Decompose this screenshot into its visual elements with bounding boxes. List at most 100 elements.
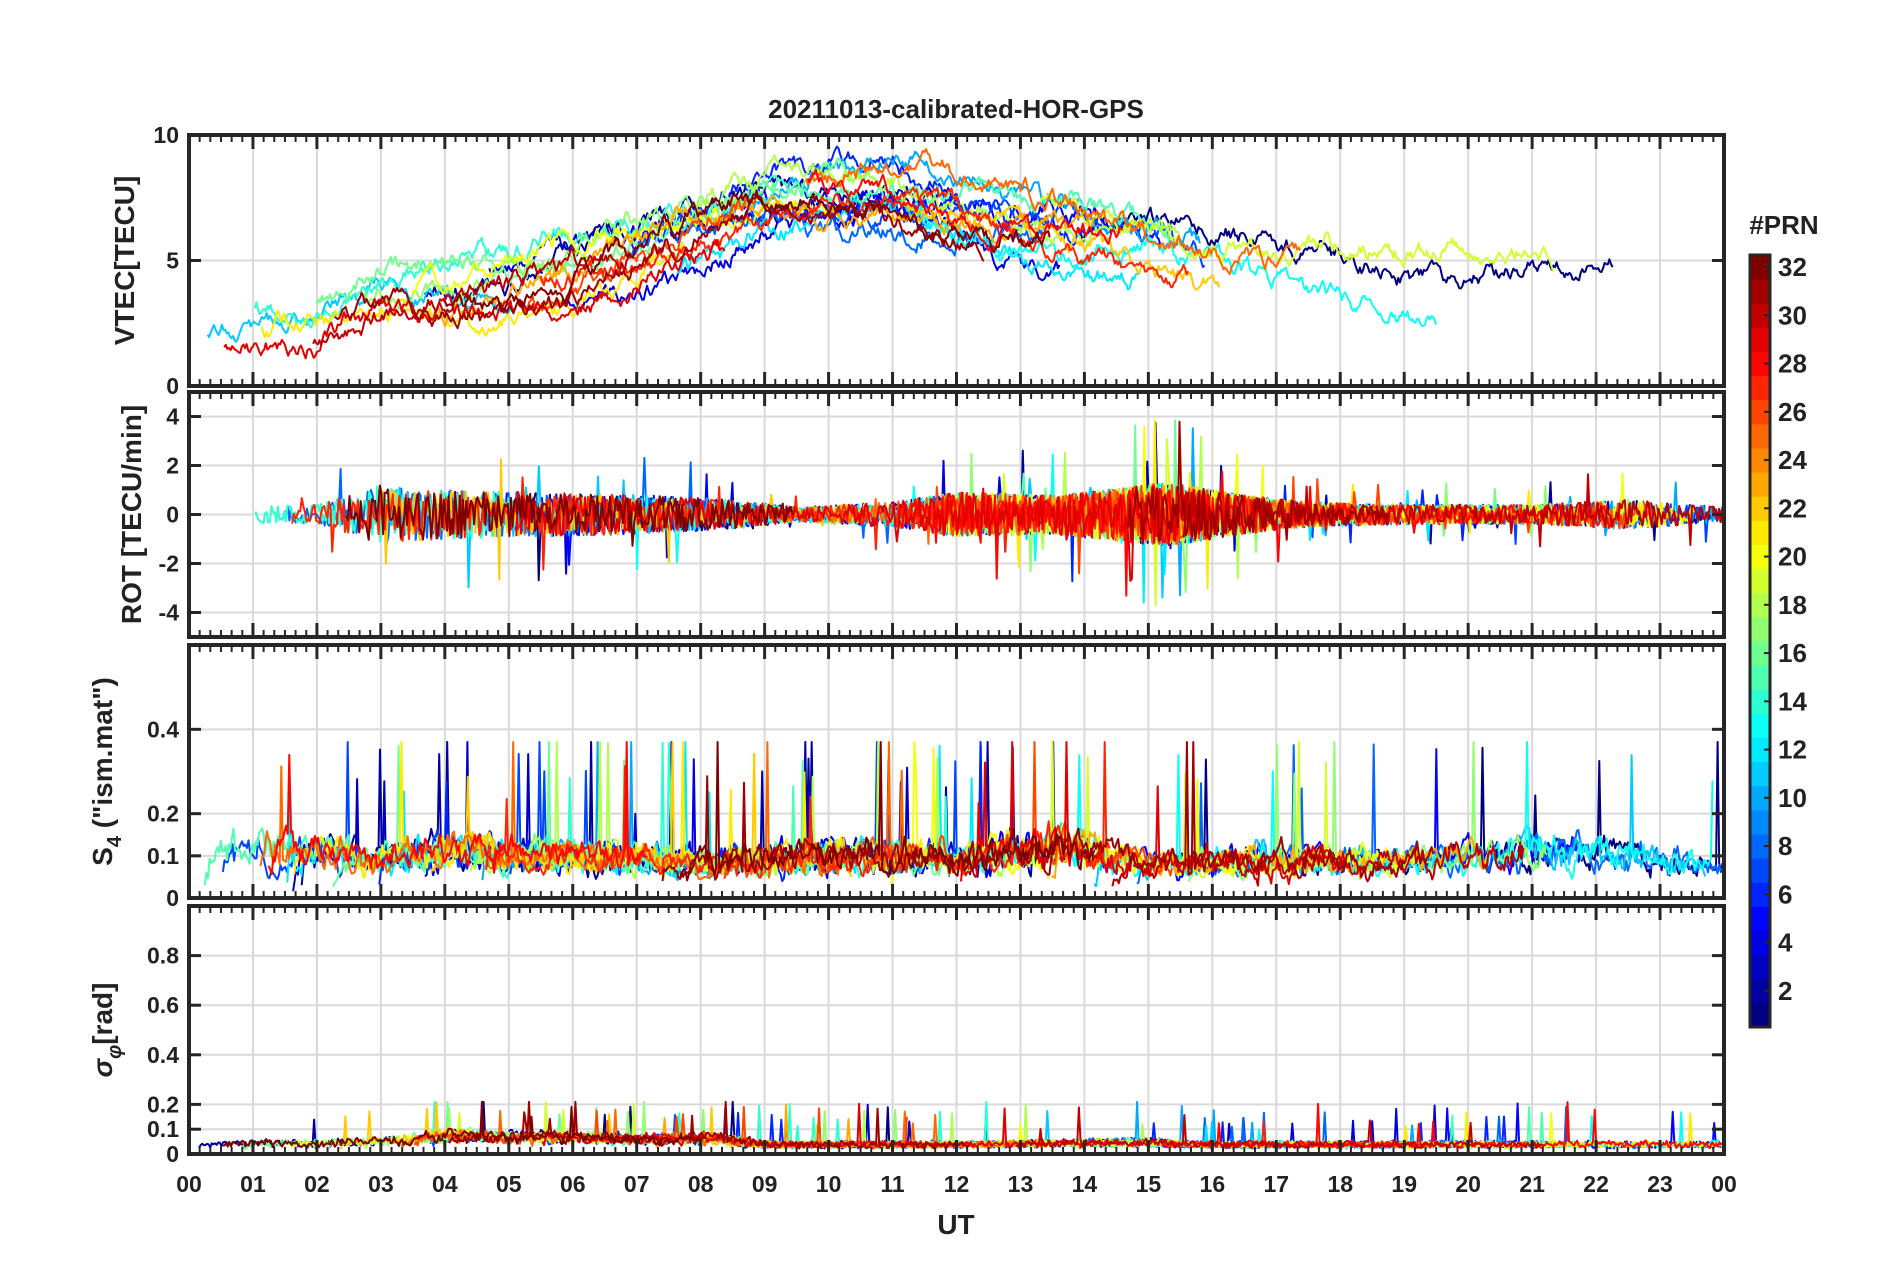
colorbar-tick-label: 4 bbox=[1778, 928, 1793, 958]
colorbar-block-1 bbox=[1750, 1002, 1770, 1028]
panel-sigma_phi-ylabel-main: σ bbox=[87, 1057, 118, 1077]
series-line-prn-13 bbox=[907, 201, 1438, 327]
series-line-prn-29 bbox=[960, 741, 1347, 886]
colorbar-block-20 bbox=[1750, 544, 1770, 570]
colorbar-tick-label: 20 bbox=[1778, 542, 1807, 572]
colorbar-tick-label: 30 bbox=[1778, 300, 1807, 330]
y-tick-label: 10 bbox=[153, 122, 179, 148]
series-line-prn-28 bbox=[267, 741, 648, 876]
panel-vtec-y-tick-labels: 0 5 10 bbox=[153, 122, 179, 399]
y-tick-label: 0.6 bbox=[147, 992, 179, 1018]
series-line-prn-30 bbox=[1015, 1106, 1545, 1150]
series-line-prn-32 bbox=[679, 741, 1095, 882]
series-line-prn-1 bbox=[1076, 206, 1614, 290]
y-tick-label: 0 bbox=[166, 885, 179, 911]
series-line-prn-31 bbox=[1127, 420, 1389, 545]
panel-vtec-series bbox=[206, 145, 1614, 360]
x-tick-label: 06 bbox=[560, 1171, 586, 1197]
panel-s4-series bbox=[203, 741, 1724, 892]
panel-rot-frame bbox=[187, 390, 1726, 639]
colorbar-tick-label: 16 bbox=[1778, 638, 1807, 668]
x-tick-label: 05 bbox=[496, 1171, 522, 1197]
panel-rot-series bbox=[254, 419, 1724, 607]
x-tick-label: 17 bbox=[1263, 1171, 1289, 1197]
colorbar-block-23 bbox=[1750, 472, 1770, 497]
series-line-prn-32 bbox=[345, 484, 794, 547]
y-tick-label: 0.4 bbox=[147, 716, 179, 742]
x-tick-label: 00 bbox=[176, 1171, 202, 1197]
x-tick-label: 23 bbox=[1647, 1171, 1673, 1197]
colorbar-block-21 bbox=[1750, 520, 1770, 545]
series-line-prn-31 bbox=[448, 1100, 970, 1150]
colorbar-block-29 bbox=[1750, 327, 1770, 352]
series-line-prn-26 bbox=[520, 194, 758, 313]
panel-s4-ylabel-sub: 4 bbox=[104, 835, 126, 847]
colorbar-tick-label: 12 bbox=[1778, 735, 1807, 765]
colorbar-block-10 bbox=[1750, 785, 1770, 811]
colorbar-block-25 bbox=[1750, 423, 1770, 449]
colorbar-block-19 bbox=[1750, 568, 1770, 594]
x-tick-label: 14 bbox=[1072, 1171, 1098, 1197]
colorbar-block-16 bbox=[1750, 641, 1770, 666]
colorbar-title: #PRN bbox=[1749, 210, 1818, 240]
colorbar-block-7 bbox=[1750, 858, 1770, 883]
series-line-prn-19 bbox=[1039, 192, 1555, 273]
colorbar-blocks bbox=[1750, 255, 1770, 1028]
colorbar-block-11 bbox=[1750, 761, 1770, 787]
x-tick-label: 09 bbox=[752, 1171, 778, 1197]
y-tick-label: 0 bbox=[166, 1141, 179, 1167]
series-line-prn-29 bbox=[541, 1102, 1100, 1149]
colorbar-tick-label: 24 bbox=[1778, 445, 1807, 475]
panel-sigma_phi-ylabel-sub: φ bbox=[104, 1045, 126, 1059]
x-tick-labels: 00 01 02 03 04 05 06 07 08 09 10 11 12 13 14 15 16 17 18 19… bbox=[176, 1171, 1737, 1197]
panel-sigma_phi: 00.10.2 0.4 0.6 0.8 σφ[rad] bbox=[87, 904, 1726, 1167]
colorbar-block-28 bbox=[1750, 351, 1770, 377]
y-tick-label: 0.2 bbox=[147, 1091, 179, 1117]
y-tick-label: 2 bbox=[166, 453, 179, 479]
panel-vtec-ylabel: VTEC[TECU] bbox=[109, 176, 140, 346]
x-tick-label: 13 bbox=[1008, 1171, 1034, 1197]
y-tick-label: 0.4 bbox=[147, 1042, 179, 1068]
panel-sigma_phi-ylabel-tail: [rad] bbox=[87, 983, 118, 1045]
x-tick-label: 12 bbox=[944, 1171, 970, 1197]
y-tick-label: -4 bbox=[159, 600, 180, 626]
x-tick-label: 18 bbox=[1327, 1171, 1353, 1197]
y-tick-label: 0.8 bbox=[147, 943, 179, 969]
colorbar-block-22 bbox=[1750, 496, 1770, 521]
colorbar-tick-label: 18 bbox=[1778, 590, 1807, 620]
y-tick-label: 4 bbox=[166, 404, 179, 430]
colorbar-tick-label: 14 bbox=[1778, 686, 1807, 716]
colorbar-block-2 bbox=[1750, 978, 1770, 1004]
x-axis-label: UT bbox=[937, 1209, 974, 1240]
series-line-prn-27 bbox=[539, 186, 1190, 293]
colorbar-block-24 bbox=[1750, 448, 1770, 473]
colorbar-block-17 bbox=[1750, 616, 1770, 642]
panel-rot: -4 -2 0 2 4 ROT [TECU/min] bbox=[116, 390, 1726, 639]
x-tick-label: 08 bbox=[688, 1171, 714, 1197]
x-tick-label: 20 bbox=[1455, 1171, 1481, 1197]
panel-rot-tick-marks bbox=[187, 392, 1726, 637]
series-line-prn-32 bbox=[222, 1100, 703, 1149]
colorbar-block-27 bbox=[1750, 375, 1770, 401]
colorbar-block-4 bbox=[1750, 930, 1770, 956]
x-tick-label: 07 bbox=[624, 1171, 650, 1197]
colorbar-block-14 bbox=[1750, 689, 1770, 714]
x-tick-label: 15 bbox=[1136, 1171, 1162, 1197]
colorbar-tick-label: 26 bbox=[1778, 397, 1807, 427]
y-tick-label: 5 bbox=[166, 248, 179, 274]
panel-vtec-frame bbox=[187, 133, 1726, 388]
x-tick-label: 03 bbox=[368, 1171, 394, 1197]
colorbar-tick-label: 22 bbox=[1778, 493, 1807, 523]
x-tick-label: 22 bbox=[1583, 1171, 1609, 1197]
x-tick-label: 04 bbox=[432, 1171, 458, 1197]
colorbar-block-30 bbox=[1750, 303, 1770, 328]
series-line-prn-28 bbox=[1078, 1101, 1723, 1150]
series-line-prn-14 bbox=[253, 179, 779, 329]
x-tick-label: 16 bbox=[1200, 1171, 1226, 1197]
y-tick-label: 0 bbox=[166, 502, 179, 528]
panel-sigma_phi-y-tick-labels: 00.10.2 0.4 0.6 0.8 bbox=[147, 943, 179, 1167]
y-tick-label: -2 bbox=[159, 551, 179, 577]
series-line-prn-23 bbox=[425, 194, 1096, 328]
